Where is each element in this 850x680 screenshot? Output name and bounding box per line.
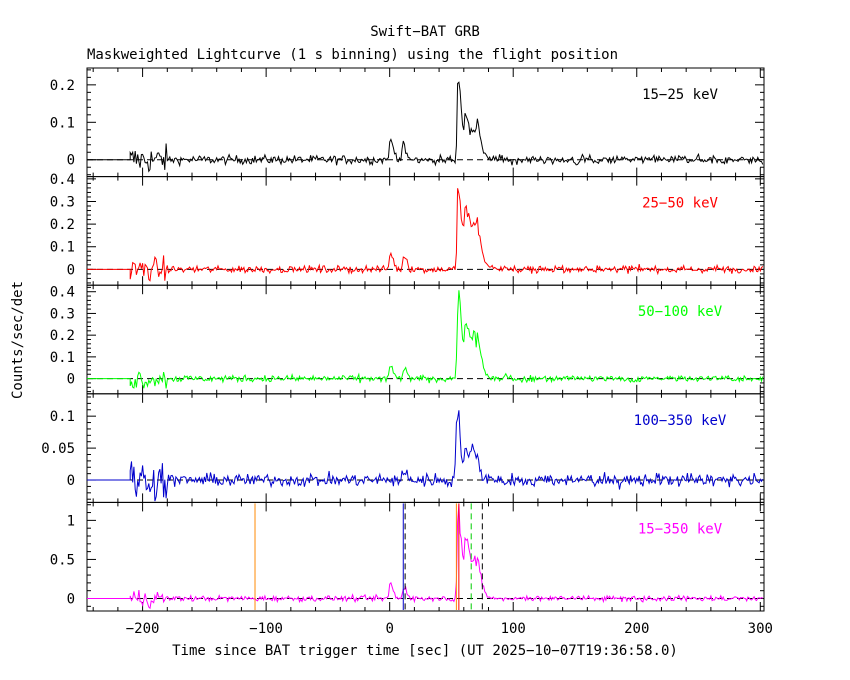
- y-tick-label: 0.2: [50, 328, 75, 344]
- lightcurve-series: [87, 290, 764, 389]
- y-tick-label: 0: [67, 473, 75, 489]
- band-label: 15−25 keV: [642, 87, 718, 103]
- panel-4: 0 0.05 0.1 100−350 keV: [41, 393, 765, 503]
- x-tick-label: −200: [126, 621, 160, 637]
- x-tick-label: 200: [624, 621, 649, 637]
- y-tick-label: 0: [67, 262, 75, 278]
- y-tick-label: 0.4: [50, 172, 75, 188]
- x-tick-label: 300: [748, 621, 773, 637]
- y-axis-label: Counts/sec/det: [10, 281, 26, 399]
- y-tick-label: 0.3: [50, 306, 75, 322]
- lightcurve-series: [87, 504, 763, 610]
- x-tick-label: 100: [501, 621, 526, 637]
- panel-5: 0 0.5 1 15−350 keV −200 −100 0 100 200 300: [50, 501, 773, 637]
- band-label: 100−350 keV: [634, 413, 727, 429]
- chart-title: Swift−BAT GRB: [370, 24, 480, 40]
- panel-3: 0 0.1 0.2 0.3 0.4 50−100 keV: [50, 284, 765, 395]
- panel-1: 0 0.1 0.2 15−25 keV: [50, 67, 765, 178]
- x-tick-label: 0: [385, 621, 393, 637]
- band-label: 15−350 keV: [638, 521, 723, 537]
- panel-frame: [86, 393, 765, 503]
- band-label: 25−50 keV: [642, 196, 718, 212]
- y-tick-label: 0.1: [50, 240, 75, 256]
- y-tick-label: 0.1: [50, 115, 75, 131]
- y-tick-label: 0.1: [50, 409, 75, 425]
- lightcurve-series: [87, 81, 764, 173]
- panel-frame: [86, 501, 765, 612]
- y-tick-label: 0.5: [50, 552, 75, 568]
- x-axis-label: Time since BAT trigger time [sec] (UT 20…: [172, 643, 678, 659]
- panel-2: 0 0.1 0.2 0.3 0.4 25−50 keV: [50, 172, 765, 286]
- y-tick-label: 0: [67, 153, 75, 169]
- y-tick-label: 0: [67, 372, 75, 388]
- x-tick-label: −100: [249, 621, 283, 637]
- lightcurve-series: [87, 188, 764, 282]
- y-tick-label: 0: [67, 591, 75, 607]
- band-label: 50−100 keV: [638, 304, 723, 320]
- y-tick-label: 0.4: [50, 285, 75, 301]
- lightcurve-series: [87, 410, 764, 502]
- y-tick-label: 0.2: [50, 217, 75, 233]
- y-tick-label: 0.3: [50, 194, 75, 210]
- y-tick-label: 0.1: [50, 350, 75, 366]
- chart-subtitle: Maskweighted Lightcurve (1 s binning) us…: [87, 47, 618, 63]
- y-tick-label: 0.2: [50, 78, 75, 94]
- y-tick-label: 0.05: [41, 441, 75, 457]
- y-tick-label: 1: [67, 513, 75, 529]
